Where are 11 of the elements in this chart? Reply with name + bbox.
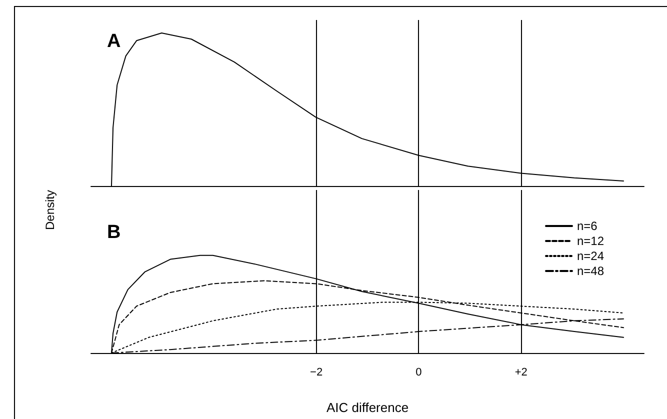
x-tick-label: 0 [416,366,422,378]
x-axis-title: AIC difference [326,400,409,415]
x-tick-label: −2 [310,366,323,378]
legend-label: n=24 [577,249,604,263]
y-axis-title: Density [43,190,57,230]
legend-label: n=48 [577,264,604,278]
chart-title: B [107,222,121,243]
chart-title: A [107,31,121,52]
legend-label: n=6 [577,219,598,233]
legend-label: n=12 [577,234,604,248]
x-tick-label: +2 [514,366,528,378]
